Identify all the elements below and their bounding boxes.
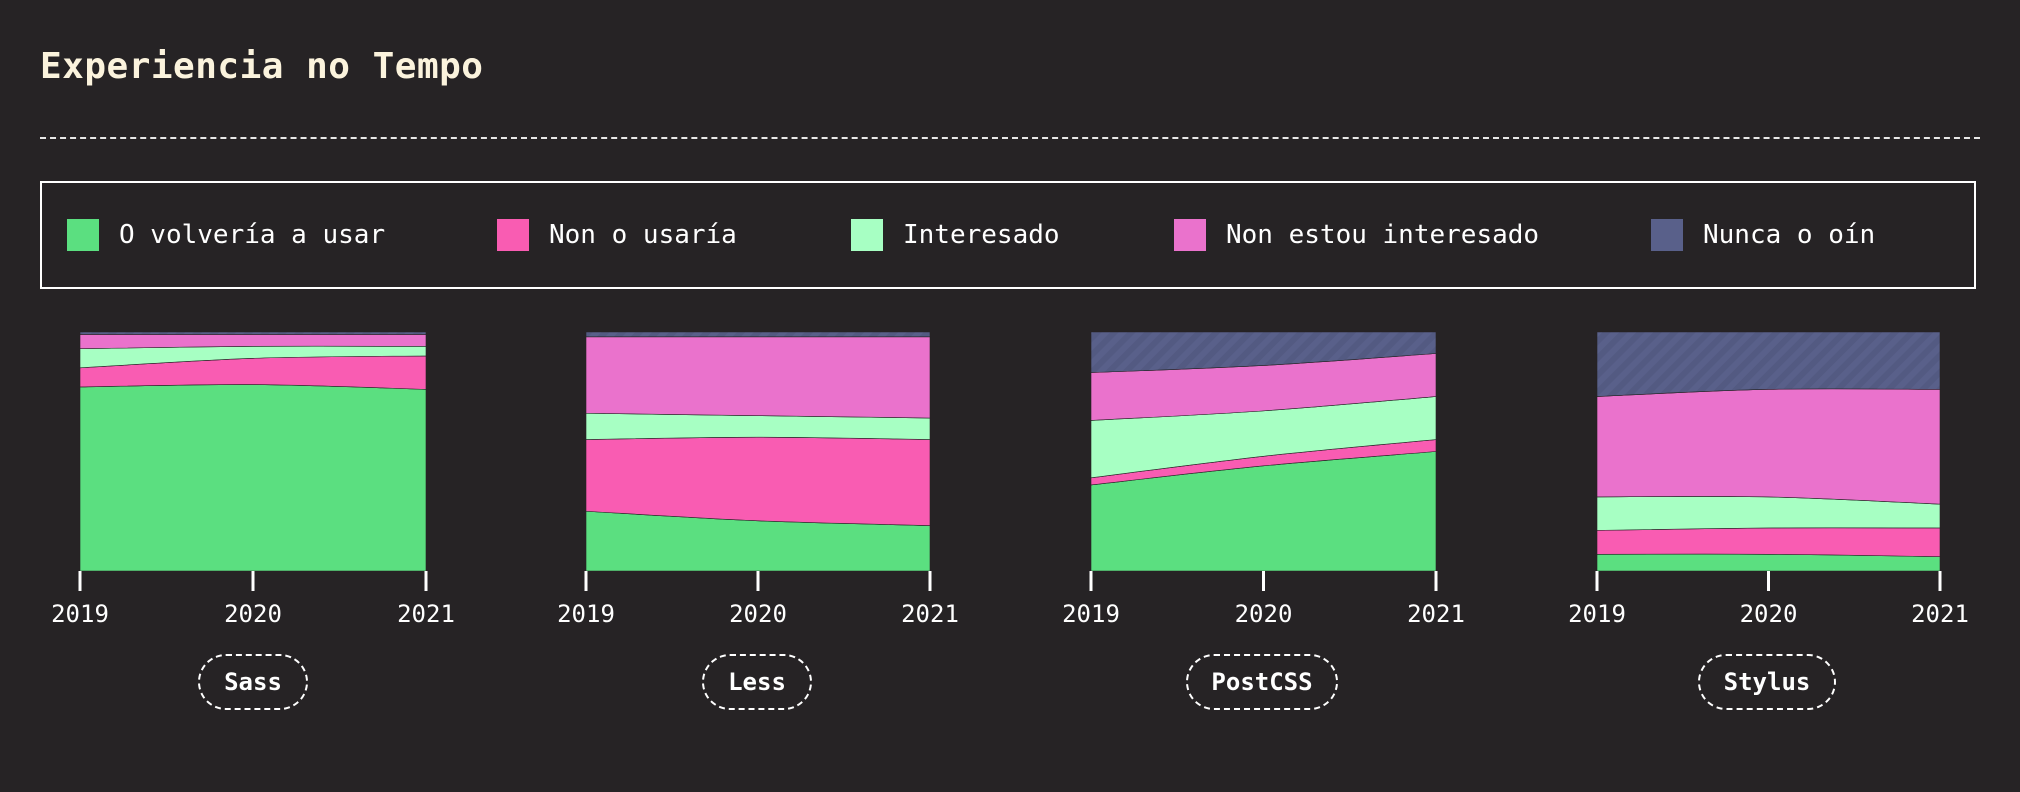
legend-item-non-estou-interesado[interactable]: Non estou interesado [1174, 217, 1539, 253]
x-tick-label: 2019 [1062, 600, 1120, 628]
x-tick-label: 2020 [1235, 600, 1293, 628]
chart-label-sass: Sass [198, 654, 308, 710]
legend-label: O volvería a usar [119, 220, 386, 250]
chart-label-postcss: PostCSS [1186, 654, 1338, 710]
x-tick-label: 2021 [901, 600, 959, 628]
legend-item-non-o-usaria[interactable]: Non o usaría [497, 217, 737, 253]
chart-label-less: Less [702, 654, 812, 710]
area-non-o-usaria [585, 436, 931, 526]
page-title: Experiencia no Tempo [40, 46, 484, 87]
area-nunca-o-oin [1596, 331, 1941, 397]
area-nunca-o-oin [1090, 331, 1437, 373]
area-non-estou-interesado [1596, 388, 1941, 505]
legend-swatch [1651, 219, 1683, 251]
area-chart-less: 2019 2020 2021 [557, 331, 959, 628]
area-nunca-o-oin [79, 331, 427, 335]
area-o-volveria-a-usar [1596, 553, 1941, 572]
legend-swatch [1174, 219, 1206, 251]
legend-swatch [497, 219, 529, 251]
area-nunca-o-oin [585, 331, 931, 338]
legend-swatch [67, 219, 99, 251]
area-o-volveria-a-usar [79, 384, 427, 572]
x-tick-label: 2020 [224, 600, 282, 628]
legend-swatch [851, 219, 883, 251]
x-tick-label: 2020 [729, 600, 787, 628]
area-chart-sass: 2019 2020 2021 [51, 331, 455, 628]
x-tick-label: 2019 [51, 600, 109, 628]
legend-item-nunca-o-oin[interactable]: Nunca o oín [1651, 217, 1875, 253]
area-non-estou-interesado [585, 336, 931, 419]
legend: O volvería a usar Non o usaría Interesad… [40, 181, 1976, 289]
legend-item-o-volveria-a-usar[interactable]: O volvería a usar [67, 217, 385, 253]
divider [40, 137, 1980, 139]
legend-label: Non estou interesado [1226, 220, 1540, 250]
x-tick-label: 2021 [397, 600, 455, 628]
legend-label: Interesado [903, 220, 1060, 250]
chart-label-stylus: Stylus [1698, 654, 1836, 710]
area-non-o-usaria [1596, 527, 1941, 557]
area-chart-stylus: 2019 2020 2021 [1568, 331, 1969, 628]
legend-item-interesado[interactable]: Interesado [851, 217, 1060, 253]
legend-label: Non o usaría [549, 220, 737, 250]
x-tick-label: 2020 [1740, 600, 1798, 628]
area-chart-postcss: 2019 2020 2021 [1062, 331, 1465, 628]
x-tick-label: 2019 [1568, 600, 1626, 628]
x-tick-label: 2019 [557, 600, 615, 628]
legend-label: Nunca o oín [1703, 220, 1876, 250]
x-tick-label: 2021 [1911, 600, 1969, 628]
x-tick-label: 2021 [1407, 600, 1465, 628]
